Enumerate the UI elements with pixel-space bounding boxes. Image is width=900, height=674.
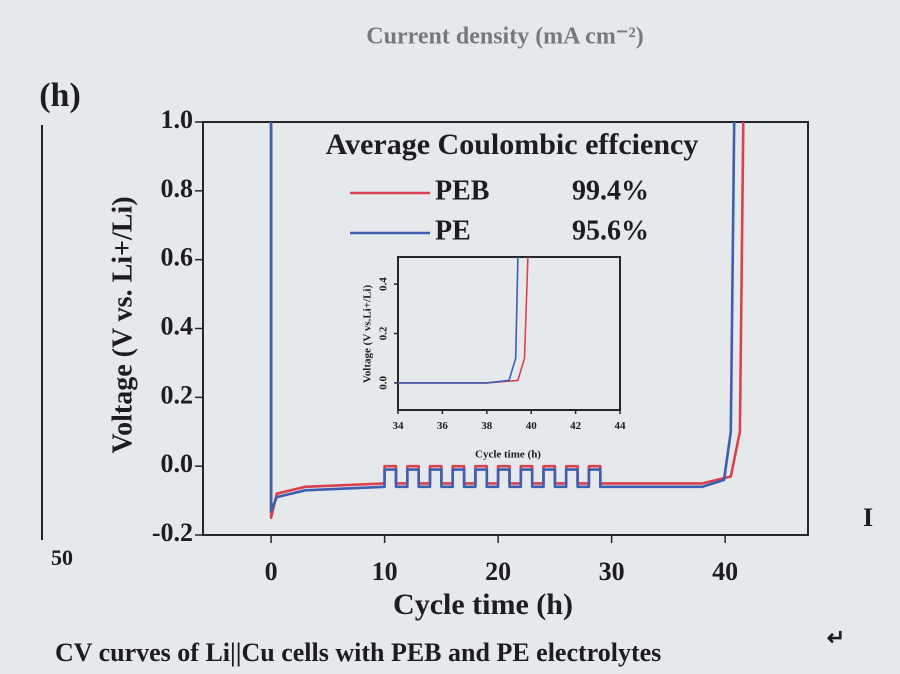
y-tick-label: -0.2 bbox=[152, 518, 193, 547]
inset-x-label: Cycle time (h) bbox=[475, 449, 541, 461]
return-symbol: ↵ bbox=[827, 625, 845, 650]
x-tick-label: 10 bbox=[372, 557, 398, 586]
x-tick-label: 34 bbox=[393, 420, 405, 432]
x-tick-label: 36 bbox=[437, 420, 449, 432]
y-tick-label: 0.0 bbox=[161, 449, 194, 478]
series-line bbox=[398, 256, 519, 384]
x-tick-label: 38 bbox=[481, 420, 493, 432]
top-text: Current density (mA cm⁻²) bbox=[366, 24, 643, 50]
legend-label: PE bbox=[435, 215, 471, 246]
series-line bbox=[269, 121, 745, 520]
x-tick-label: 30 bbox=[599, 557, 625, 586]
y-tick-label: 0.2 bbox=[161, 380, 194, 409]
y-tick-label: 0.0 bbox=[378, 375, 390, 389]
series-line bbox=[269, 121, 736, 513]
y-tick-label: 0.6 bbox=[161, 243, 194, 272]
efficiency-label: 99.4% bbox=[572, 175, 649, 206]
x-tick-label: 0 bbox=[265, 557, 278, 586]
x-tick-label: 42 bbox=[570, 420, 582, 432]
legend-title: Average Coulombic effciency bbox=[326, 128, 699, 161]
x-tick-label: 40 bbox=[526, 420, 538, 432]
x-tick-label: 44 bbox=[615, 420, 627, 432]
text-cursor: I bbox=[863, 503, 873, 532]
y-tick-label: 0.2 bbox=[378, 326, 390, 340]
efficiency-label: 95.6% bbox=[572, 215, 649, 246]
x-tick-label: 20 bbox=[485, 557, 511, 586]
side-tick: 50 bbox=[51, 545, 73, 570]
y-axis-label: Voltage (V vs. Li+/Li) bbox=[107, 196, 138, 453]
legend-label: PEB bbox=[435, 175, 489, 206]
x-axis-label: Cycle time (h) bbox=[393, 588, 573, 621]
y-tick-label: 1.0 bbox=[161, 105, 194, 134]
y-tick-label: 0.4 bbox=[378, 277, 390, 291]
caption: CV curves of Li||Cu cells with PEB and P… bbox=[55, 638, 661, 667]
y-tick-label: 0.4 bbox=[161, 311, 194, 340]
inset-y-label: Voltage (V vs.Li+/Li) bbox=[362, 285, 374, 384]
panel-label: (h) bbox=[39, 77, 81, 114]
x-tick-label: 40 bbox=[712, 557, 738, 586]
y-tick-label: 0.8 bbox=[161, 174, 194, 203]
